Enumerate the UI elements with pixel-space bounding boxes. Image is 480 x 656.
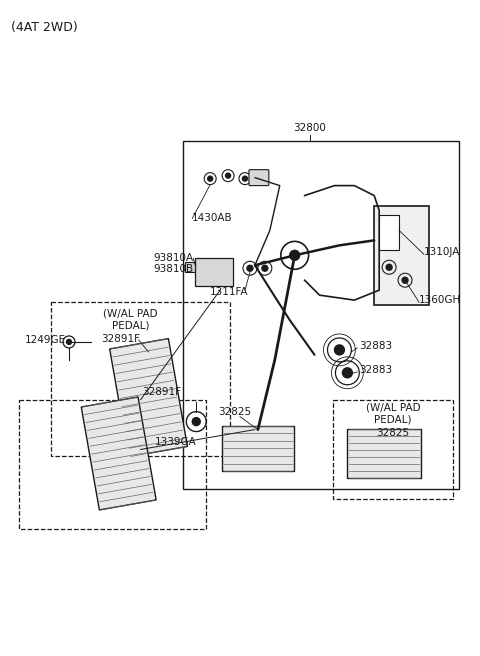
Text: 1430AB: 1430AB <box>192 213 233 224</box>
Bar <box>109 338 187 457</box>
Bar <box>195 258 233 286</box>
Text: 93810A: 93810A <box>153 253 193 263</box>
Circle shape <box>192 418 200 426</box>
Text: PEDAL): PEDAL) <box>112 320 149 330</box>
Text: 1310JA: 1310JA <box>424 247 460 257</box>
Text: 1339GA: 1339GA <box>155 436 196 447</box>
Circle shape <box>242 176 248 181</box>
Text: 1249GE: 1249GE <box>25 335 66 345</box>
Text: 32891F: 32891F <box>101 334 140 344</box>
Bar <box>347 428 421 478</box>
Text: 32891F: 32891F <box>143 386 181 397</box>
Circle shape <box>247 265 253 271</box>
Bar <box>374 205 429 305</box>
Text: 32825: 32825 <box>218 407 251 417</box>
Circle shape <box>342 368 352 378</box>
Text: 32800: 32800 <box>293 123 326 133</box>
FancyBboxPatch shape <box>249 170 269 186</box>
Circle shape <box>402 277 408 283</box>
Bar <box>183 141 459 489</box>
Bar <box>185 262 195 272</box>
Text: 32883: 32883 <box>360 365 393 375</box>
Text: (4AT 2WD): (4AT 2WD) <box>11 21 78 34</box>
Circle shape <box>67 339 72 344</box>
Bar <box>81 397 156 510</box>
Circle shape <box>208 176 213 181</box>
Text: 1360GH: 1360GH <box>419 295 461 305</box>
Circle shape <box>290 251 300 260</box>
Circle shape <box>335 345 344 355</box>
Circle shape <box>386 264 392 270</box>
Text: PEDAL): PEDAL) <box>374 415 412 424</box>
Circle shape <box>226 173 230 178</box>
Text: (W/AL PAD: (W/AL PAD <box>103 308 158 318</box>
Text: 93810B: 93810B <box>153 264 193 274</box>
Bar <box>222 426 294 472</box>
Bar <box>51 302 230 457</box>
Bar <box>19 400 206 529</box>
Text: 32825: 32825 <box>376 428 409 438</box>
Bar <box>379 215 399 251</box>
Bar <box>334 400 453 499</box>
Text: 32883: 32883 <box>360 341 393 351</box>
Circle shape <box>262 265 268 271</box>
Text: (W/AL PAD: (W/AL PAD <box>366 403 420 413</box>
Text: 1311FA: 1311FA <box>210 287 249 297</box>
